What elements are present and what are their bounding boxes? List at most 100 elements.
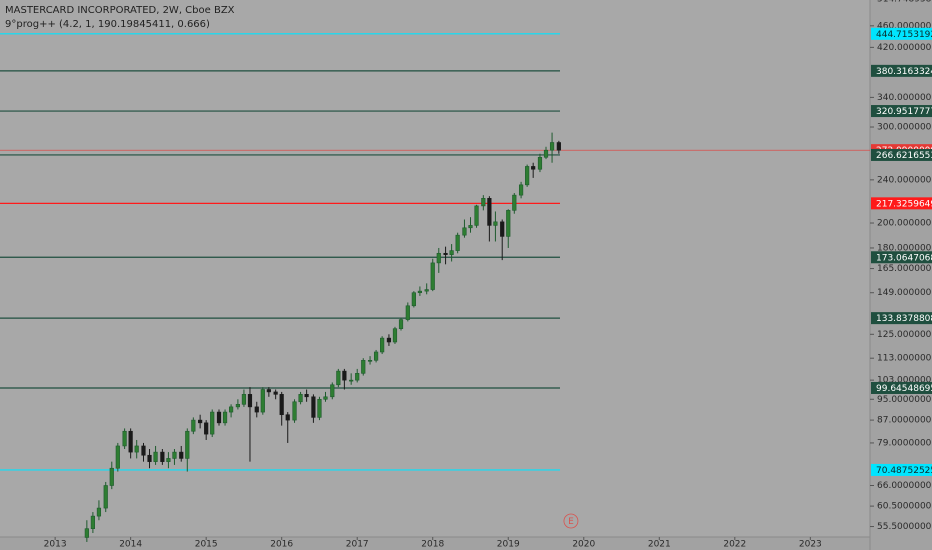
level-label: 266.62165531 [876, 151, 932, 161]
candle-body [361, 359, 366, 374]
candle-body [298, 394, 303, 403]
candle-body [115, 445, 120, 469]
y-tick-label: 340.00000000 [877, 93, 932, 103]
candle-body [179, 451, 184, 459]
earnings-marker [563, 513, 579, 529]
level-label-box [871, 463, 932, 476]
level-label-box [871, 312, 932, 325]
candle-body [166, 458, 171, 462]
y-tick-label: 113.00000000 [877, 354, 932, 364]
candle-body [90, 515, 95, 529]
candle-body [96, 507, 102, 517]
candle-body [336, 370, 341, 386]
candle-body [398, 319, 404, 329]
y-tick-label: 79.00000000 [877, 438, 932, 448]
level-label-box [871, 197, 932, 210]
y-tick-label: 66.00000000 [877, 481, 932, 491]
candle-body [506, 210, 511, 237]
candle-body [279, 394, 284, 416]
candle-body [141, 445, 146, 456]
candle-body [241, 394, 247, 405]
price-axis [870, 0, 932, 550]
y-tick-label: 240.00000000 [877, 175, 932, 185]
candle-body [210, 411, 215, 435]
y-tick-label: 95.00000000 [877, 395, 932, 405]
candle-body [430, 262, 435, 290]
candle-body [153, 451, 158, 462]
level-label: 444.71531921 [876, 30, 932, 40]
x-tick-label: 2023 [799, 540, 822, 550]
candle-body [273, 391, 278, 395]
candle-body [228, 406, 234, 413]
candle-body [487, 198, 492, 226]
time-axis [0, 537, 870, 550]
level-label: 133.83788080 [876, 314, 932, 324]
x-tick-label: 2015 [195, 540, 218, 550]
level-label: 217.32596499 [876, 199, 932, 209]
x-tick-label: 2020 [572, 540, 595, 550]
candle-body [500, 221, 505, 237]
candle-body [518, 184, 524, 196]
indicator-name: 9°prog++ (4.2, 1, 190.19845411, 0.666) [5, 19, 210, 30]
candle-body [462, 227, 467, 236]
candle-body [468, 225, 473, 229]
level-label: 70.48752525 [876, 466, 932, 476]
y-tick-label: 514.74895810 [877, 0, 932, 5]
level-label: 173.06470682 [876, 253, 932, 263]
y-tick-label: 200.00000000 [877, 219, 932, 229]
candle-body [537, 156, 543, 170]
candle-body [392, 328, 398, 343]
earnings-marker-label: E [568, 517, 574, 527]
levels [0, 33, 870, 471]
candle-body [247, 394, 253, 408]
candle-body [525, 166, 530, 186]
level-label-box [871, 105, 932, 118]
candle-body [449, 250, 454, 255]
candle-body [204, 422, 209, 435]
level-label-box [871, 148, 932, 161]
candle-body [317, 398, 322, 418]
candle-body [147, 454, 152, 462]
candle-body [122, 430, 127, 447]
y-tick-label: 60.50000000 [877, 502, 932, 512]
candle-body [380, 337, 385, 353]
candle-body [342, 370, 347, 381]
x-tick-label: 2017 [346, 540, 369, 550]
x-tick-label: 2019 [497, 540, 520, 550]
candle-body [330, 384, 335, 398]
candle-body [443, 252, 448, 255]
candle-body [191, 419, 196, 432]
candle-body [103, 485, 108, 509]
candle-body [311, 396, 316, 418]
candle-body [216, 411, 222, 424]
chart-title: MASTERCARD INCORPORATED, 2W, Cboe BZX [5, 5, 235, 16]
y-tick-label: 125.00000000 [877, 330, 932, 340]
candle-body [474, 205, 479, 226]
candle-body [512, 194, 517, 211]
candle-body [355, 373, 360, 381]
candle-body [411, 292, 416, 307]
candle-body [198, 419, 203, 424]
level-label-box [871, 381, 932, 394]
y-tick-label: 149.00000000 [877, 288, 932, 298]
candle-body [260, 389, 265, 413]
candle-body [254, 406, 259, 413]
candle-body [160, 451, 165, 462]
level-label: 320.95177779 [876, 107, 932, 117]
candle-body [543, 149, 549, 158]
candle-body [222, 411, 228, 424]
candle-body [185, 430, 190, 459]
level-label-box [871, 251, 932, 264]
candle-body [266, 389, 271, 393]
candle-body [481, 198, 486, 207]
x-tick-label: 2022 [723, 540, 746, 550]
y-tick-label: 55.50000000 [877, 522, 932, 532]
candle-body [493, 221, 498, 226]
candle-body [304, 394, 309, 398]
level-label: 380.31633242 [876, 67, 932, 77]
candle-body [373, 351, 379, 361]
candle-body [549, 142, 555, 151]
grid: 514.74895810 460.00000000 420.00000000 340.… [44, 0, 932, 550]
